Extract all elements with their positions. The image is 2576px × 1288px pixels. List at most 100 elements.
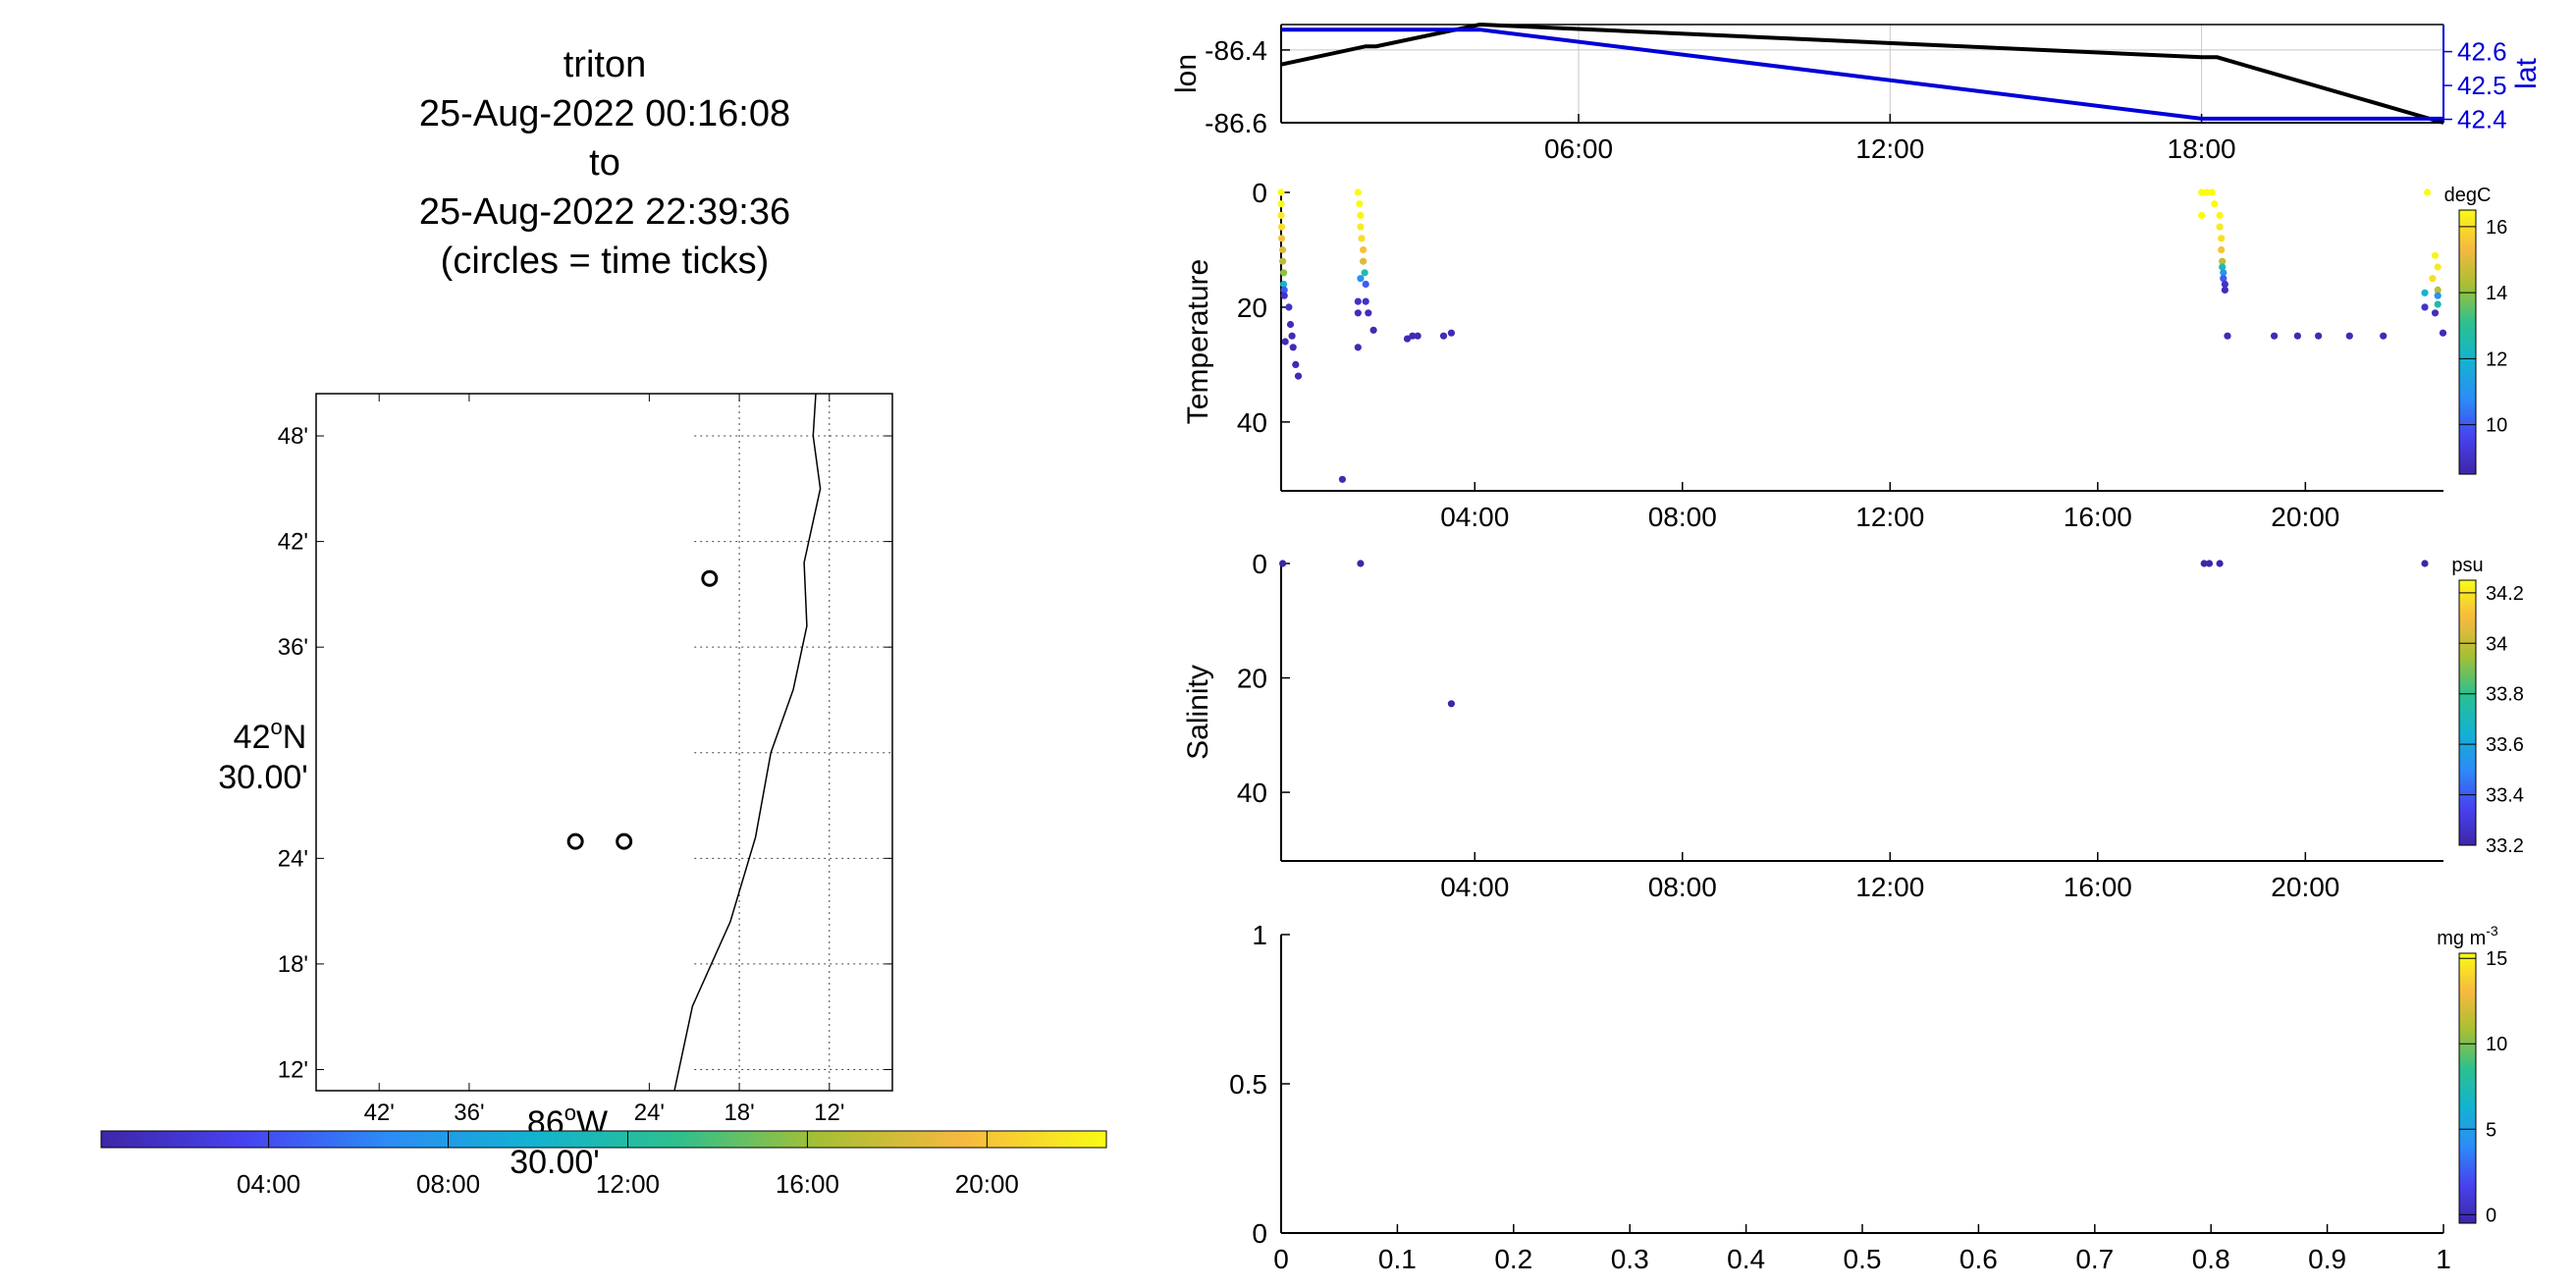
temperature-point <box>1286 320 1295 329</box>
title-line-2: 25-Aug-2022 00:16:08 <box>419 93 790 134</box>
empty-colorbar-tick-label: 0 <box>2486 1205 2496 1226</box>
map-track-circles <box>566 569 719 850</box>
temperature-point <box>2421 289 2429 296</box>
temperature-point <box>2216 223 2224 231</box>
y-axis-label: Temperature <box>1182 259 1214 424</box>
x-tick-label: 20:00 <box>2271 872 2339 902</box>
temperature-point <box>2345 332 2353 340</box>
y-tick-label: 0.5 <box>1229 1069 1267 1100</box>
temperature-point <box>1447 329 1455 337</box>
temperature-point <box>2219 263 2227 271</box>
temperature-point <box>2220 275 2227 283</box>
x-tick-label: 06:00 <box>1544 134 1613 164</box>
x-tick-label: 0.6 <box>1959 1244 1998 1274</box>
temperature-point <box>2434 292 2442 299</box>
x-tick-label: 20:00 <box>2271 502 2339 532</box>
empty-colorbar-tick-label: 5 <box>2486 1119 2496 1141</box>
y-axis-label: Salinity <box>1182 665 1214 760</box>
x-tick-label: 0.5 <box>1844 1244 1882 1274</box>
time-colorbar-ticks: 04:00 08:00 12:00 16:00 20:00 <box>237 1131 1019 1199</box>
temperature-colorbar-bar <box>2458 209 2477 475</box>
y-tick-label: 20 <box>1237 293 1267 323</box>
time-colorbar: 04:00 08:00 12:00 16:00 20:00 <box>100 1130 1107 1199</box>
temperature-point <box>2429 275 2437 283</box>
temperature-point <box>2315 332 2323 340</box>
temperature-point <box>1414 332 1422 340</box>
temperature-point <box>1365 309 1372 317</box>
coastline <box>673 393 822 1092</box>
map-ytick-label: 36' <box>278 634 308 661</box>
time-colorbar-tick-label: 04:00 <box>237 1169 300 1199</box>
temperature-colorbar-tick-label: 14 <box>2486 283 2507 304</box>
temperature-point <box>1292 360 1300 368</box>
y-tick-label: 0 <box>1252 549 1267 579</box>
x-tick-label: 16:00 <box>2064 502 2132 532</box>
temperature-point <box>1403 335 1412 343</box>
temperature-point <box>2293 332 2301 340</box>
title-line-1: triton <box>564 44 646 85</box>
salinity-point <box>2421 560 2429 567</box>
y-tick-label: 0 <box>1252 178 1267 208</box>
map-grid <box>694 394 892 1091</box>
map-panel: 42' 36' 24' 18' 12'48'42'36'24'18'12' 86oW 3… <box>218 393 893 1181</box>
salinity-point <box>1447 700 1455 708</box>
map-ticks: 42' 36' 24' 18' 12' 48' 42' 36' 24' 18' 12' <box>278 394 892 1126</box>
right-axis-label: lat <box>2510 57 2543 88</box>
temperature-point <box>1285 303 1293 311</box>
y-tick-label: -86.4 <box>1205 35 1267 66</box>
temperature-point <box>2434 286 2442 294</box>
temperature-colorbar-tick-label: 16 <box>2486 217 2507 239</box>
temperature-point <box>1409 332 1417 340</box>
title-line-3: to <box>589 142 620 184</box>
x-tick-label: 0.1 <box>1378 1244 1417 1274</box>
temperature-point <box>1354 297 1362 305</box>
temperature-point <box>2221 280 2228 289</box>
salinity-colorbar-tick-label: 33.6 <box>2486 734 2524 756</box>
temperature-point <box>1279 245 1287 254</box>
title-block: triton 25-Aug-2022 00:16:08 to 25-Aug-20… <box>419 44 790 282</box>
temperature-point <box>1360 245 1368 254</box>
temperature-point <box>2198 188 2206 196</box>
temperature-point <box>2434 300 2442 308</box>
x-tick-label: 0.9 <box>2308 1244 2346 1274</box>
salinity-colorbar-tick-label: 33.2 <box>2486 835 2524 857</box>
temperature-point <box>2424 188 2432 196</box>
temperature-point <box>1357 275 1365 283</box>
temperature-point <box>2211 200 2219 208</box>
salinity-colorbar-tick-label: 34 <box>2486 633 2507 655</box>
x-tick-label: 04:00 <box>1440 502 1509 532</box>
y-tick-label: 0 <box>1252 1218 1267 1249</box>
empty-colorbar-tick-label: 15 <box>2486 948 2507 970</box>
empty-colorbar-bar <box>2458 952 2477 1224</box>
temperature-point <box>1289 344 1297 351</box>
salinity-colorbar-tick-label: 34.2 <box>2486 583 2524 605</box>
salinity-panel: 04:00 08:00 12:00 16:00 20:00 0 20 40 Salinity 34… <box>1182 549 2524 902</box>
time-colorbar-tick-label: 08:00 <box>416 1169 480 1199</box>
temperature-point <box>1281 338 1289 346</box>
map-xtick-label: 24' <box>634 1100 665 1126</box>
temperature-point <box>2431 251 2440 259</box>
map-ytick-label: 18' <box>278 951 308 978</box>
temperature-point <box>2421 303 2429 311</box>
title-line-5: (circles = time ticks) <box>441 241 770 282</box>
title-line-4: 25-Aug-2022 22:39:36 <box>419 191 790 233</box>
map-xtick-label: 42' <box>364 1100 395 1126</box>
x-tick-label: 0.8 <box>2192 1244 2230 1274</box>
x-tick-label: 0.7 <box>2075 1244 2114 1274</box>
time-colorbar-tick-label: 16:00 <box>776 1169 839 1199</box>
temperature-point <box>2216 211 2224 219</box>
temperature-colorbar-unit: degC <box>2444 185 2492 206</box>
time-colorbar-bar <box>100 1130 1107 1149</box>
x-tick-label: 1 <box>2436 1244 2451 1274</box>
x-tick-label: 12:00 <box>1855 502 1924 532</box>
temperature-point <box>2224 332 2231 340</box>
temperature-point <box>2198 211 2206 219</box>
time-colorbar-tick-label: 20:00 <box>955 1169 1019 1199</box>
temperature-colorbar-tick-label: 10 <box>2486 415 2507 437</box>
temperature-point <box>2218 245 2226 254</box>
temperature-point <box>1357 223 1365 231</box>
temperature-point <box>2434 263 2442 271</box>
map-ylabel-line-1: 42oN <box>234 715 307 756</box>
x-tick-label: 08:00 <box>1648 502 1717 532</box>
